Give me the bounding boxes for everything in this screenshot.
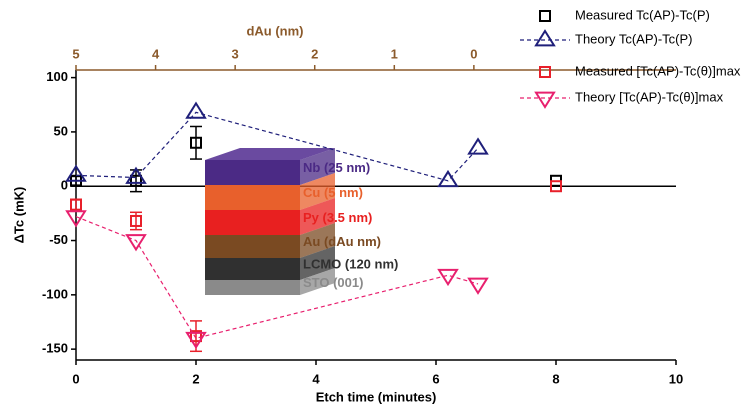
legend-marker — [536, 93, 554, 107]
marker — [469, 279, 487, 293]
stack-layer — [205, 185, 300, 210]
top-axis-label: dAu (nm) — [246, 23, 303, 38]
x-tick-label: 10 — [669, 371, 683, 386]
top-tick-label: 3 — [232, 46, 239, 61]
y-tick-label: -50 — [49, 232, 68, 247]
marker — [469, 139, 487, 153]
legend-marker — [540, 67, 550, 77]
stack-label: Py (3.5 nm) — [303, 210, 372, 225]
stack-layer — [205, 160, 300, 185]
marker — [127, 235, 145, 249]
x-axis-label: Etch time (minutes) — [316, 389, 437, 404]
legend-marker — [540, 11, 550, 21]
stack-layer — [205, 235, 300, 258]
y-tick-label: 50 — [54, 123, 68, 138]
y-tick-label: -150 — [42, 341, 68, 356]
legend-marker — [536, 31, 554, 45]
y-tick-label: -100 — [42, 286, 68, 301]
marker — [187, 103, 205, 117]
top-tick-label: 4 — [152, 46, 160, 61]
legend-label: Measured [Tc(AP)-Tc(θ)]max — [575, 63, 741, 78]
x-tick-label: 6 — [432, 371, 439, 386]
stack-layer — [205, 258, 300, 280]
stack-label: Au (dAu nm) — [303, 234, 381, 249]
marker — [439, 172, 457, 186]
stack-label: Nb (25 nm) — [303, 160, 370, 175]
marker — [439, 270, 457, 284]
top-tick-label: 0 — [470, 46, 477, 61]
chart: Etch time (minutes) ΔTc (mK) dAu (nm) 0 2… — [0, 0, 742, 412]
stack-label: LCMO (120 nm) — [303, 256, 398, 271]
stack-label: Cu (5 nm) — [303, 185, 363, 200]
stack-layer — [205, 280, 300, 295]
y-tick-label: 100 — [46, 69, 68, 84]
top-tick-label: 5 — [72, 46, 79, 61]
top-tick-label: 2 — [311, 46, 318, 61]
legend-label: Theory Tc(AP)-Tc(P) — [575, 31, 693, 46]
x-tick-label: 2 — [192, 371, 199, 386]
legend-label: Measured Tc(AP)-Tc(P) — [575, 7, 710, 22]
top-tick-label: 1 — [391, 46, 398, 61]
y-axis-label: ΔTc (mK) — [11, 187, 26, 244]
x-tick-label: 0 — [72, 371, 79, 386]
stack-layer — [205, 210, 300, 235]
x-tick-label: 8 — [552, 371, 559, 386]
legend-label: Theory [Tc(AP)-Tc(θ)]max — [575, 89, 724, 104]
x-tick-label: 4 — [312, 371, 320, 386]
stack-label: STO (001) — [303, 275, 363, 290]
